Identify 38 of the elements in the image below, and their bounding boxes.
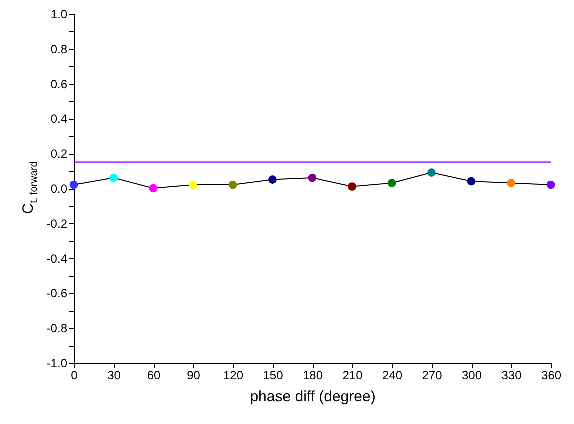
y-tick-label: 0.8 bbox=[50, 42, 68, 56]
point bbox=[268, 176, 277, 184]
x-tick-label: 330 bbox=[502, 368, 522, 382]
point bbox=[308, 174, 317, 182]
x-tick-label: 90 bbox=[187, 368, 201, 382]
point bbox=[467, 177, 476, 186]
point bbox=[189, 180, 198, 190]
x-tick-label: 240 bbox=[382, 368, 403, 382]
x-tick-label: 360 bbox=[541, 368, 562, 382]
x-tick-label: 300 bbox=[462, 368, 482, 382]
y-tick-label: -0.6 bbox=[46, 286, 68, 301]
y-tick-label: 0.6 bbox=[50, 77, 68, 92]
point bbox=[428, 168, 436, 177]
x-tick-label: 270 bbox=[422, 368, 443, 382]
point bbox=[110, 174, 118, 182]
point bbox=[546, 180, 556, 190]
y-tick-label: 0.4 bbox=[50, 112, 68, 126]
y-tick-label: -0.4 bbox=[46, 252, 68, 266]
y-tick-label: 0.2 bbox=[50, 147, 68, 162]
y-tick-label: 1.0 bbox=[50, 8, 68, 22]
y-tick-label: -0.2 bbox=[46, 216, 68, 231]
point bbox=[149, 184, 158, 193]
y-tick-label: -1.0 bbox=[46, 356, 68, 370]
x-tick-label: 120 bbox=[223, 368, 244, 382]
x-tick-label: 30 bbox=[108, 368, 122, 382]
y-tick-label: -0.8 bbox=[46, 322, 68, 336]
x-tick-label: 210 bbox=[342, 368, 364, 382]
point bbox=[507, 179, 516, 188]
x-tick-label: 60 bbox=[147, 368, 161, 382]
x-axis-title: phase diff (degree) bbox=[250, 388, 376, 406]
point bbox=[348, 182, 356, 191]
x-tick-label: 0 bbox=[71, 368, 78, 382]
point bbox=[70, 180, 78, 190]
point bbox=[388, 179, 396, 188]
point bbox=[228, 180, 238, 190]
x-tick-label: 180 bbox=[302, 368, 324, 382]
x-tick-label: 150 bbox=[263, 368, 284, 382]
y-tick-label: 0.0 bbox=[50, 182, 68, 196]
